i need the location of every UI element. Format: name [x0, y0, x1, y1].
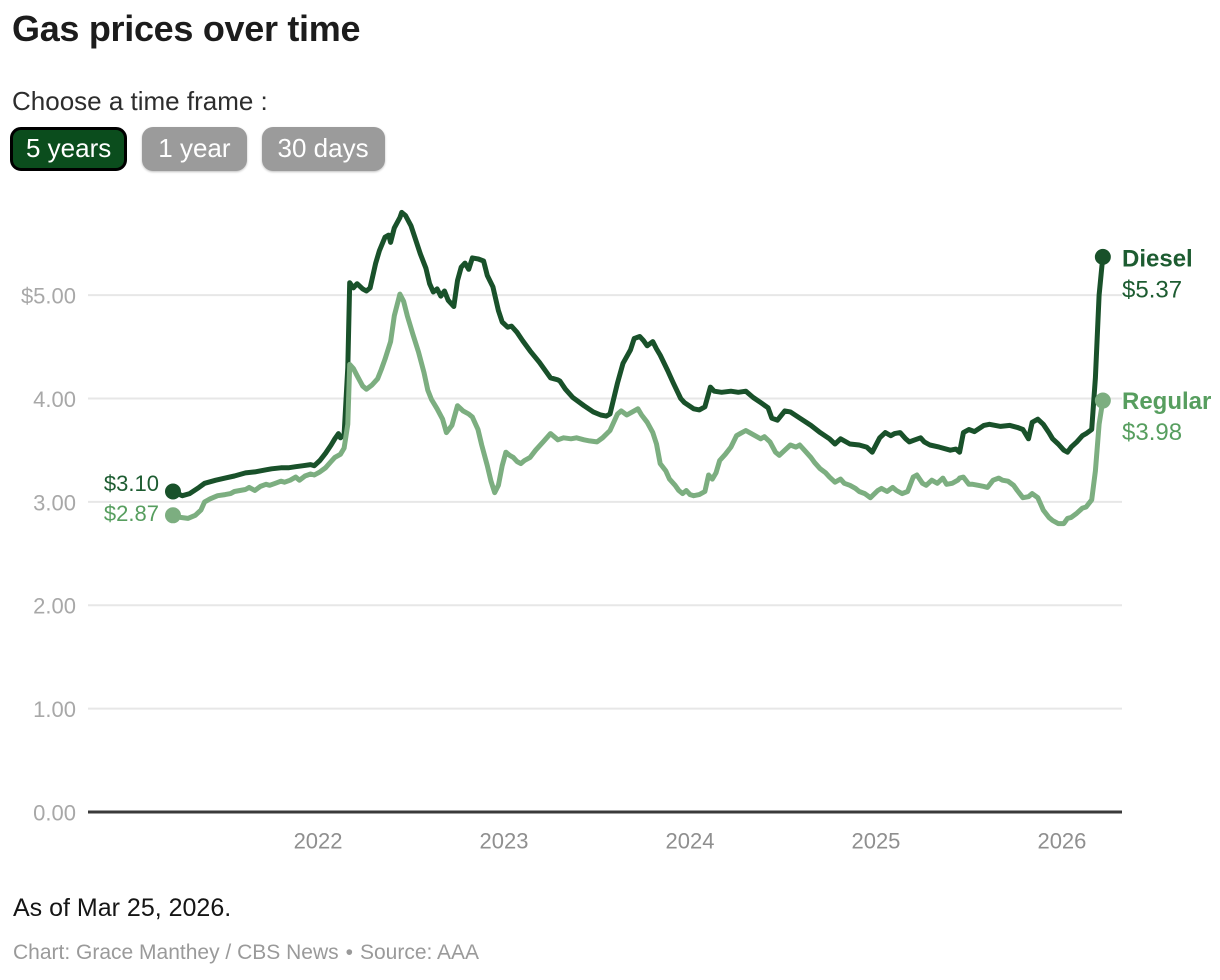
x-tick-label: 2023: [480, 829, 529, 854]
gridlines-and-axes: $5.00 4.00 3.00 2.00 1.00 0.00 2022 2023 2024 202…: [21, 284, 1122, 854]
y-tick-label: 2.00: [33, 594, 76, 619]
x-tick-label: 2024: [666, 829, 715, 854]
page-title: Gas prices over time: [12, 8, 361, 49]
y-tick-label: 0.00: [33, 801, 76, 826]
x-tick-label: 2022: [294, 829, 343, 854]
y-tick-label: 4.00: [33, 387, 76, 412]
y-tick-label: 1.00: [33, 697, 76, 722]
time-frame-prompt: Choose a time frame :: [12, 86, 268, 116]
diesel-series-label: Diesel: [1122, 245, 1193, 272]
regular-end-dot: [1094, 392, 1111, 409]
regular-line: [170, 291, 1106, 527]
regular-end-value-label: $3.98: [1122, 419, 1182, 446]
credit-chart-author: Chart: Grace Manthey / CBS News: [13, 941, 339, 964]
diesel-start-dot: [164, 483, 181, 500]
time-frame-button-30-days[interactable]: 30 days: [261, 127, 385, 171]
chart-series: [164, 209, 1111, 527]
credit-separator: •: [345, 941, 353, 964]
y-tick-label: $5.00: [21, 284, 76, 309]
diesel-end-dot: [1094, 248, 1111, 265]
y-tick-label: 3.00: [33, 490, 76, 515]
regular-series-label: Regular: [1122, 388, 1211, 415]
regular-start-dot: [164, 507, 181, 524]
diesel-start-value-label: $3.10: [104, 471, 159, 496]
as-of-note: As of Mar 25, 2026.: [13, 894, 232, 922]
time-frame-button-5-years[interactable]: 5 years: [10, 127, 128, 171]
time-frame-buttons: 5 years 1 year 30 days: [10, 127, 385, 171]
diesel-end-value-label: $5.37: [1122, 276, 1182, 303]
diesel-line: [170, 209, 1106, 499]
gas-price-line-chart: $5.00 4.00 3.00 2.00 1.00 0.00 2022 2023 2024 202…: [21, 209, 1211, 854]
chart-annotations: $3.10 $2.87 Diesel $5.37 Regular $3.98: [104, 245, 1211, 525]
time-frame-button-1-year[interactable]: 1 year: [142, 127, 247, 171]
credit-source: Source: AAA: [359, 941, 480, 964]
credit-line: Chart: Grace Manthey / CBS News • Source: …: [13, 941, 479, 965]
regular-start-value-label: $2.87: [104, 501, 159, 526]
x-tick-label: 2025: [851, 829, 900, 854]
x-tick-label: 2026: [1037, 829, 1086, 854]
